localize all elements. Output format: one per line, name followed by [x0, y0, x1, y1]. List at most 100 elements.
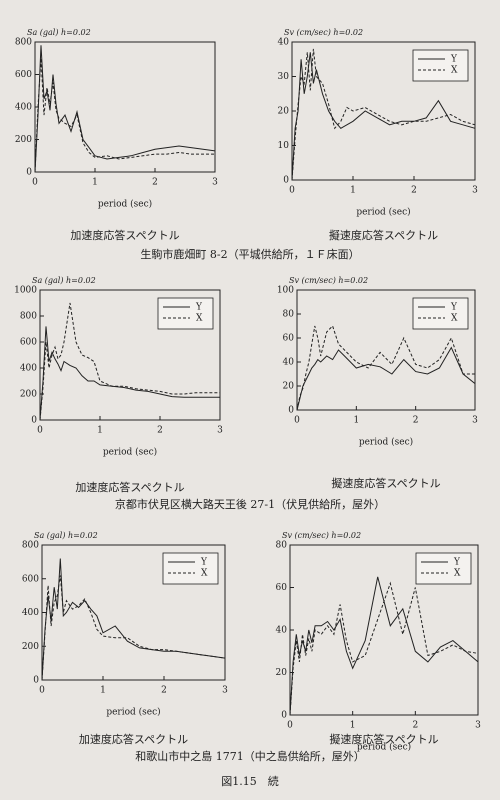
x-axis-label: period (sec) — [103, 447, 157, 458]
y-tick-label: 20 — [283, 382, 295, 392]
y-tick-label: 0 — [26, 168, 32, 178]
chart-title: Sv (cm/sec) h=0.02 — [284, 28, 363, 37]
y-tick-label: 600 — [15, 70, 32, 80]
y-tick-label: 800 — [15, 38, 32, 48]
y-tick-label: 80 — [283, 310, 295, 320]
x-tick-label: 1 — [92, 178, 98, 188]
x-tick-label: 3 — [217, 426, 223, 436]
series-line — [289, 581, 479, 716]
y-tick-label: 400 — [15, 103, 32, 113]
y-tick-label: 0 — [283, 176, 289, 186]
y-tick-label: 60 — [276, 583, 288, 593]
x-tick-label: 1 — [97, 426, 103, 436]
x-tick-label: 1 — [353, 416, 359, 426]
chart-caption: 擬速度応答スペクトル — [329, 732, 438, 746]
y-tick-label: 800 — [22, 541, 39, 551]
x-axis-label: period (sec) — [98, 199, 152, 210]
chart-title: Sa (gal) h=0.02 — [32, 276, 96, 285]
y-tick-label: 200 — [22, 642, 39, 652]
chart-title: Sv (cm/sec) h=0.02 — [282, 531, 361, 540]
y-tick-label: 20 — [276, 668, 288, 678]
x-axis-label: period (sec) — [106, 707, 160, 718]
chart-caption: 擬速度応答スペクトル — [329, 228, 438, 242]
x-axis-label: period (sec) — [356, 207, 410, 218]
series-line — [296, 325, 475, 411]
chart-caption: 加速度応答スペクトル — [75, 480, 184, 494]
chart-caption: 加速度応答スペクトル — [79, 732, 188, 746]
x-tick-label: 2 — [157, 426, 163, 436]
chart-title: Sv (cm/sec) h=0.02 — [289, 276, 368, 285]
location: 和歌山市中之島 1771（中之島供給所，屋外） — [135, 749, 365, 763]
x-tick-label: 0 — [39, 686, 45, 696]
y-tick-label: 100 — [277, 286, 294, 296]
legend-label: Y — [195, 303, 203, 313]
y-tick-label: 0 — [281, 711, 287, 721]
y-tick-label: 600 — [22, 574, 39, 584]
legend-label: X — [196, 314, 203, 324]
y-tick-label: 800 — [20, 312, 37, 322]
y-tick-label: 400 — [22, 608, 39, 618]
x-tick-label: 0 — [32, 178, 38, 188]
legend-label: Y — [450, 55, 458, 65]
y-tick-label: 400 — [20, 364, 37, 374]
y-tick-label: 40 — [283, 358, 295, 368]
x-tick-label: 3 — [472, 186, 478, 196]
legend-box — [415, 552, 472, 585]
x-tick-label: 0 — [37, 426, 43, 436]
plot-frame — [34, 41, 216, 173]
location: 生駒市鹿畑町 8-2（平城供給所，１Ｆ床面） — [140, 247, 359, 261]
x-tick-label: 3 — [212, 178, 218, 188]
x-tick-label: 2 — [161, 686, 167, 696]
y-tick-label: 200 — [15, 135, 32, 145]
y-tick-label: 40 — [276, 626, 288, 636]
figure-caption: 図1.15 続 — [221, 774, 279, 788]
x-tick-label: 1 — [350, 186, 356, 196]
legend-label: X — [454, 569, 461, 579]
series-line — [34, 45, 216, 173]
series-line — [41, 575, 226, 681]
legend-label: Y — [450, 303, 458, 313]
y-tick-label: 40 — [278, 38, 290, 48]
series-line — [289, 576, 479, 716]
legend-label: Y — [453, 558, 461, 568]
y-tick-label: 10 — [278, 141, 290, 151]
x-tick-label: 3 — [475, 721, 481, 731]
y-tick-label: 0 — [288, 406, 294, 416]
y-tick-label: 600 — [20, 338, 37, 348]
legend-label: X — [451, 314, 458, 324]
x-tick-label: 2 — [413, 416, 419, 426]
y-tick-label: 0 — [31, 416, 37, 426]
series-line — [39, 326, 220, 421]
x-axis-label: period (sec) — [359, 437, 413, 448]
legend-box — [157, 297, 214, 330]
chart-caption: 加速度応答スペクトル — [70, 228, 179, 242]
x-tick-label: 3 — [472, 416, 478, 426]
series-line — [39, 302, 220, 421]
y-tick-label: 80 — [276, 541, 288, 551]
plot-frame — [296, 289, 476, 411]
y-tick-label: 30 — [278, 72, 290, 82]
x-tick-label: 0 — [287, 721, 293, 731]
legend-label: X — [451, 66, 458, 76]
location: 京都市伏見区横大路天王後 27-1（伏見供給所，屋外） — [115, 497, 385, 511]
x-tick-label: 0 — [294, 416, 300, 426]
series-line — [291, 52, 476, 181]
x-tick-label: 1 — [100, 686, 106, 696]
chart-title: Sa (gal) h=0.02 — [27, 28, 91, 37]
y-tick-label: 60 — [283, 334, 295, 344]
legend-label: Y — [200, 558, 208, 568]
x-tick-label: 1 — [350, 721, 356, 731]
series-line — [296, 346, 476, 411]
chart-title: Sa (gal) h=0.02 — [34, 531, 98, 540]
y-tick-label: 0 — [33, 676, 39, 686]
y-tick-label: 20 — [278, 107, 290, 117]
series-line — [291, 48, 476, 181]
series-line — [34, 58, 215, 173]
legend-label: X — [201, 569, 208, 579]
x-tick-label: 2 — [411, 186, 417, 196]
x-tick-label: 0 — [289, 186, 295, 196]
plot-frame — [39, 289, 221, 421]
legend-box — [412, 49, 469, 82]
legend-box — [412, 297, 469, 330]
